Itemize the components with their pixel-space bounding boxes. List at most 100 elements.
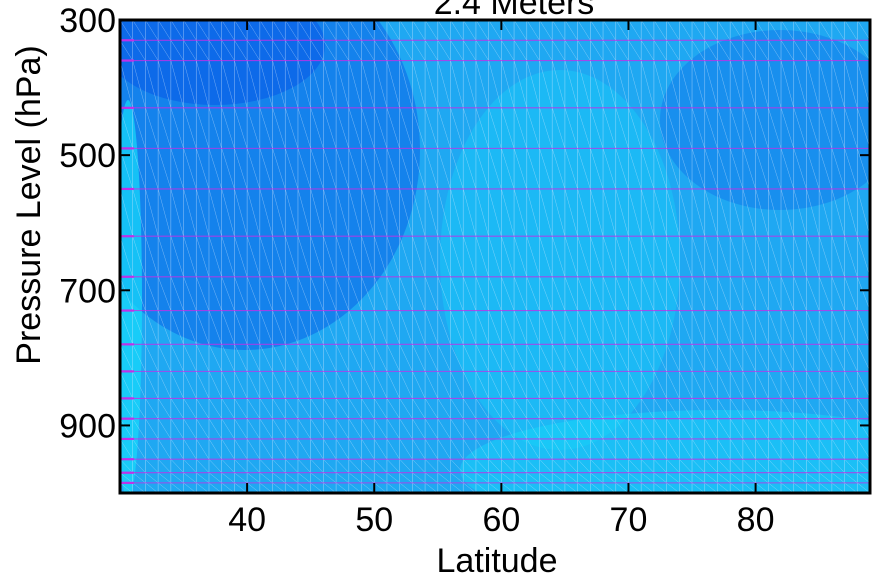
mesh-diagonal-line (259, 60, 273, 108)
mesh-diagonal-line (272, 438, 286, 460)
mesh-diagonal-line (513, 236, 528, 277)
mesh-diagonal-line (729, 20, 744, 41)
mesh-diagonal-line (374, 276, 388, 311)
mesh-diagonal-line (564, 310, 578, 345)
mesh-diagonal-line (742, 148, 756, 190)
mesh-diagonal-line (196, 148, 210, 190)
plot-frame (118, 18, 872, 495)
mesh-diagonal-line (653, 438, 667, 460)
mesh-diagonal-line (755, 276, 769, 311)
mesh-diagonal-line (120, 236, 133, 277)
mesh-diagonal-line (755, 107, 769, 149)
mesh-diagonal-line (221, 459, 235, 473)
mesh-diagonal-line (348, 20, 362, 41)
mesh-diagonal-line (348, 482, 362, 493)
mesh-diagonal-line (386, 438, 400, 460)
mesh-diagonal-line (768, 459, 782, 473)
mesh-diagonal-line (463, 472, 477, 484)
mesh-diagonal-line (348, 276, 362, 311)
mesh-diagonal-line (285, 398, 299, 419)
mesh-diagonal-line (157, 371, 172, 399)
mesh-diagonal-line (615, 438, 629, 460)
mesh-diagonal-line (717, 459, 731, 473)
mesh-diagonal-line (691, 40, 705, 61)
mesh-diagonal-line (285, 418, 299, 440)
mesh-diagonal-line (120, 344, 133, 372)
mesh-diagonal-line (348, 438, 362, 460)
mesh-diagonal-line (285, 344, 299, 372)
mesh-diagonal-line (513, 344, 528, 372)
mesh-diagonal-line (259, 418, 273, 440)
mesh-diagonal-line (399, 148, 413, 190)
mesh-diagonal-line (577, 371, 591, 399)
mesh-diagonal-line (501, 40, 515, 61)
mesh-diagonal-line (323, 107, 337, 149)
mesh-diagonal-line (297, 371, 311, 399)
mesh-diagonal-line (272, 40, 286, 61)
mesh-diagonal-line (361, 310, 375, 345)
mesh-diagonal-line (780, 459, 794, 473)
mesh-diagonal-line (196, 188, 210, 237)
mesh-diagonal-line (145, 188, 159, 237)
mesh-diagonal-line (120, 188, 133, 237)
mesh-diagonal-line (488, 438, 502, 460)
mesh-diagonal-line (513, 188, 528, 237)
mesh-diagonal-line (717, 482, 731, 493)
mesh-diagonal-line (157, 398, 172, 419)
mesh-diagonal-line (120, 40, 133, 61)
mesh-diagonal-line (552, 482, 566, 493)
mesh-diagonal-line (590, 472, 604, 484)
mesh-diagonal-line (666, 107, 680, 149)
mesh-diagonal-line (310, 40, 324, 61)
mesh-diagonal-line (666, 344, 680, 372)
mesh-diagonal-line (577, 20, 591, 41)
mesh-diagonal-line (488, 398, 502, 419)
mesh-diagonal-line (437, 60, 451, 108)
mesh-diagonal-line (120, 276, 133, 311)
mesh-diagonal-line (399, 371, 413, 399)
mesh-diagonal-line (462, 344, 477, 372)
mesh-diagonal-line (234, 236, 248, 277)
mesh-diagonal-line (857, 371, 870, 399)
mesh-diagonal-line (246, 148, 261, 190)
mesh-diagonal-line (297, 107, 311, 149)
mesh-diagonal-line (157, 482, 172, 493)
mesh-diagonal-line (857, 276, 870, 311)
mesh-diagonal-line (564, 148, 578, 190)
mesh-diagonal-line (170, 472, 184, 484)
mesh-diagonal-line (132, 418, 146, 440)
mesh-diagonal-line (653, 398, 667, 419)
mesh-diagonal-line (183, 310, 197, 345)
mesh-diagonal-line (450, 148, 464, 190)
mesh-diagonal-line (755, 472, 769, 484)
mesh-diagonal-line (755, 418, 769, 440)
mesh-diagonal-line (208, 398, 222, 419)
mesh-diagonal-line (717, 398, 731, 419)
mesh-diagonal-line (463, 482, 477, 493)
mesh-diagonal-line (704, 438, 718, 460)
mesh-diagonal-line (793, 472, 807, 484)
mesh-diagonal-line (653, 418, 667, 440)
mesh-diagonal-line (564, 418, 578, 440)
mesh-diagonal-line (729, 276, 744, 311)
mesh-diagonal-line (551, 418, 566, 440)
mesh-diagonal-line (132, 188, 146, 237)
mesh-diagonal-line (221, 188, 235, 237)
mesh-diagonal-line (590, 60, 604, 108)
mesh-diagonal-line (412, 472, 426, 484)
mesh-diagonal-line (666, 371, 680, 399)
mesh-diagonal-line (742, 20, 756, 41)
mesh-diagonal-line (157, 20, 172, 41)
mesh-diagonal-line (285, 459, 299, 473)
mesh-diagonal-line (386, 236, 400, 277)
y-tick-label: 300 (59, 2, 116, 40)
mesh-diagonal-line (577, 472, 591, 484)
mesh-diagonal-line (373, 148, 388, 190)
y-tick-label: 700 (59, 272, 116, 310)
mesh-diagonal-line (768, 236, 782, 277)
mesh-diagonal-line (335, 472, 349, 484)
mesh-diagonal-line (742, 188, 756, 237)
mesh-diagonal-line (386, 371, 400, 399)
mesh-diagonal-line (386, 148, 400, 190)
mesh-diagonal-line (539, 438, 553, 460)
